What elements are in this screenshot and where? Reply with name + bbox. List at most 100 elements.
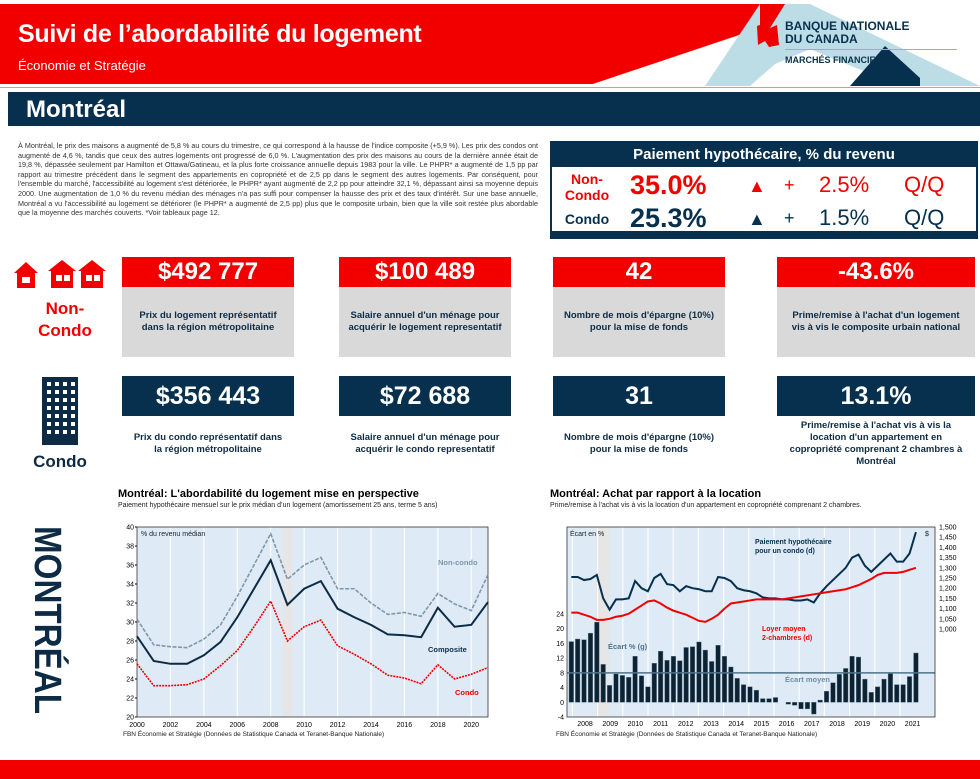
row-period: Q/Q: [904, 172, 945, 197]
window: [71, 414, 75, 418]
window: [47, 414, 51, 418]
chart2-source: FBN Économie et Stratégie (Données de St…: [556, 731, 818, 738]
payment-row-noncondo: Non-Condo 35.0% ▲ + 2.5% Q/Q: [552, 170, 976, 203]
y-tick-label: 28: [126, 639, 134, 646]
y-tick-label: 20: [126, 715, 134, 722]
gap-bar: [875, 686, 881, 703]
y-axis-label: % du revenu médian: [141, 531, 205, 538]
gap-bar: [862, 678, 868, 703]
y-right-tick-label: 1,050: [939, 616, 957, 623]
gap-bar: [683, 647, 689, 703]
gap-bar: [664, 660, 670, 703]
chart1-subtitle: Paiement hypothécaire mensuel sur le pri…: [118, 502, 438, 509]
x-tick-label: 2019: [854, 721, 870, 728]
y-left-axis-label: Écart en %: [570, 529, 604, 538]
gap-bar: [677, 660, 683, 703]
x-tick-label: 2017: [804, 721, 820, 728]
gap-bar: [607, 685, 613, 703]
stat-description: Salaire annuel d'un ménage pour acquérir…: [339, 416, 511, 472]
y-right-tick-label: 1,350: [939, 555, 957, 562]
gap-bar: [804, 702, 810, 710]
series-label: Non-condo: [438, 558, 478, 567]
series-line-composite: [136, 557, 489, 665]
city-title: Montréal: [26, 96, 127, 123]
y-right-axis-label: $: [925, 531, 929, 538]
x-tick-label: 2008: [263, 722, 279, 729]
x-tick-label: 2000: [129, 722, 145, 729]
y-left-tick-label: 0: [560, 700, 564, 707]
gap-bar: [709, 661, 715, 703]
y-tick-label: 22: [126, 696, 134, 703]
stat-value: 42: [553, 257, 725, 287]
window: [63, 422, 67, 426]
gap-bar: [817, 699, 823, 703]
x-tick-label: 2018: [829, 721, 845, 728]
x-tick-label: 2010: [628, 721, 644, 728]
gap-bar: [645, 686, 651, 703]
window: [47, 398, 51, 402]
footer-bar: [0, 760, 980, 779]
payment-row-condo: Condo 25.3% ▲ + 1.5% Q/Q: [552, 203, 976, 235]
window: [63, 414, 67, 418]
y-left-tick-label: 20: [556, 626, 564, 633]
gap-bar: [587, 632, 593, 703]
y-left-tick-label: 8: [560, 670, 564, 677]
y-right-tick-label: 1,000: [939, 627, 957, 634]
city-banner: [8, 92, 980, 126]
gap-bar: [638, 675, 644, 703]
gap-bar: [568, 641, 574, 703]
x-tick-label: 2020: [463, 722, 479, 729]
window: [71, 406, 75, 410]
y-left-tick-label: 4: [560, 685, 564, 692]
gap-bar: [581, 639, 587, 703]
window: [71, 382, 75, 386]
y-tick-label: 24: [126, 677, 134, 684]
chart1: 2000 2002 2004 2006 2008 2010 2012 2014 2016 2018…: [126, 525, 489, 729]
row-value: 35.0%: [630, 170, 707, 200]
stat-card: $72 688 Salaire annuel d'un ménage pour a…: [339, 376, 511, 472]
window: [55, 398, 59, 402]
gap-bar: [843, 668, 849, 703]
y-right-tick-label: 1,100: [939, 606, 957, 613]
logo-line3: MARCHÉS FINANCIERS: [785, 55, 889, 65]
window: [71, 390, 75, 394]
x-tick-label: 2008: [577, 721, 593, 728]
gap-bar: [773, 697, 779, 703]
gap-bar: [855, 656, 861, 703]
gap-bar: [792, 702, 798, 706]
gap-bar: [575, 638, 581, 703]
payment-label: pour un condo (d): [755, 548, 815, 555]
x-tick-label: 2020: [880, 721, 896, 728]
x-tick-label: 2014: [363, 722, 379, 729]
divider: [0, 87, 980, 88]
gap-bar: [690, 646, 696, 703]
window: [47, 430, 51, 434]
condo-label: Condo: [33, 452, 87, 471]
payment-label: Paiement hypothécaire: [755, 539, 832, 546]
summary-text: À Montréal, le prix des maisons a augmen…: [18, 141, 538, 218]
plot-border: [566, 526, 936, 718]
y-right-tick-label: 1,250: [939, 576, 957, 583]
gap-bar: [658, 650, 664, 703]
gap-bar: [734, 678, 740, 703]
stat-card: -43.6% Prime/remise à l'achat d'un logeme…: [777, 257, 975, 357]
gap-bar: [619, 675, 625, 703]
gap-bar: [900, 684, 906, 703]
y-tick-label: 40: [126, 525, 134, 532]
series-line-condo: [136, 599, 489, 687]
row-change: 1.5%: [819, 205, 870, 230]
gap-bar: [830, 682, 836, 703]
x-tick-label: 2012: [678, 721, 694, 728]
mortgage-payment-line: [571, 531, 917, 612]
report-title: Suivi de l’abordabilité du logement: [18, 20, 422, 48]
window: [63, 390, 67, 394]
y-right-tick-label: 1,200: [939, 586, 957, 593]
flag-logo-icon: [757, 23, 779, 47]
building-icon: [42, 377, 78, 445]
chart2: 2008 2009 2010 2011 2012 2013 2014 2015 2016 2017…: [556, 525, 957, 729]
y-left-tick-label: 12: [556, 656, 564, 663]
gap-bar: [811, 702, 817, 715]
row-value: 25.3%: [630, 203, 707, 233]
stat-value: $492 777: [122, 257, 294, 287]
window: [63, 406, 67, 410]
